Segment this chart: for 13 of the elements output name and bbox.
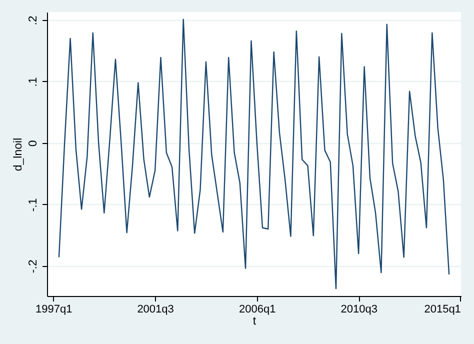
x-tick-label: 2006q1 [239,304,276,316]
y-tick-label: -.2 [28,260,40,274]
x-axis-title: t [252,316,257,328]
y-tick-label: .1 [28,77,40,87]
x-tick-label: 1997q1 [36,304,72,316]
y-tick-label: 0 [28,140,40,147]
x-tick-label: 2001q3 [137,304,174,316]
y-tick-label: -.1 [28,198,40,212]
x-tick-label: 2010q3 [340,304,378,316]
x-tick-label: 2015q1 [424,304,461,316]
line-series [58,18,450,290]
y-tick-label: .2 [28,16,40,26]
y-axis-title: d_lnoil [12,138,24,172]
